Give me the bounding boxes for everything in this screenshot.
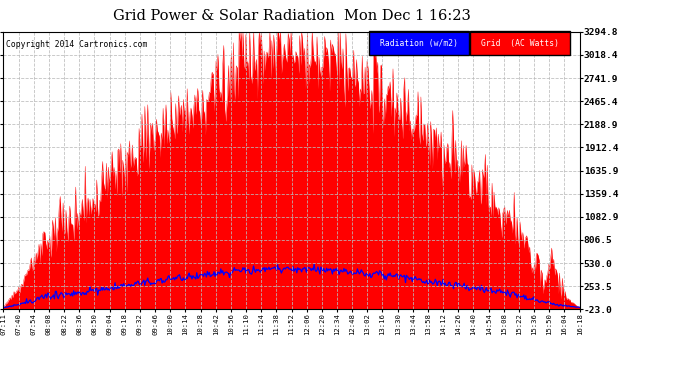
Text: Radiation (w/m2): Radiation (w/m2) (380, 39, 458, 48)
Text: Copyright 2014 Cartronics.com: Copyright 2014 Cartronics.com (6, 40, 148, 49)
Text: Grid  (AC Watts): Grid (AC Watts) (481, 39, 559, 48)
FancyBboxPatch shape (470, 32, 570, 55)
FancyBboxPatch shape (369, 32, 469, 55)
Text: Grid Power & Solar Radiation  Mon Dec 1 16:23: Grid Power & Solar Radiation Mon Dec 1 1… (112, 9, 471, 23)
